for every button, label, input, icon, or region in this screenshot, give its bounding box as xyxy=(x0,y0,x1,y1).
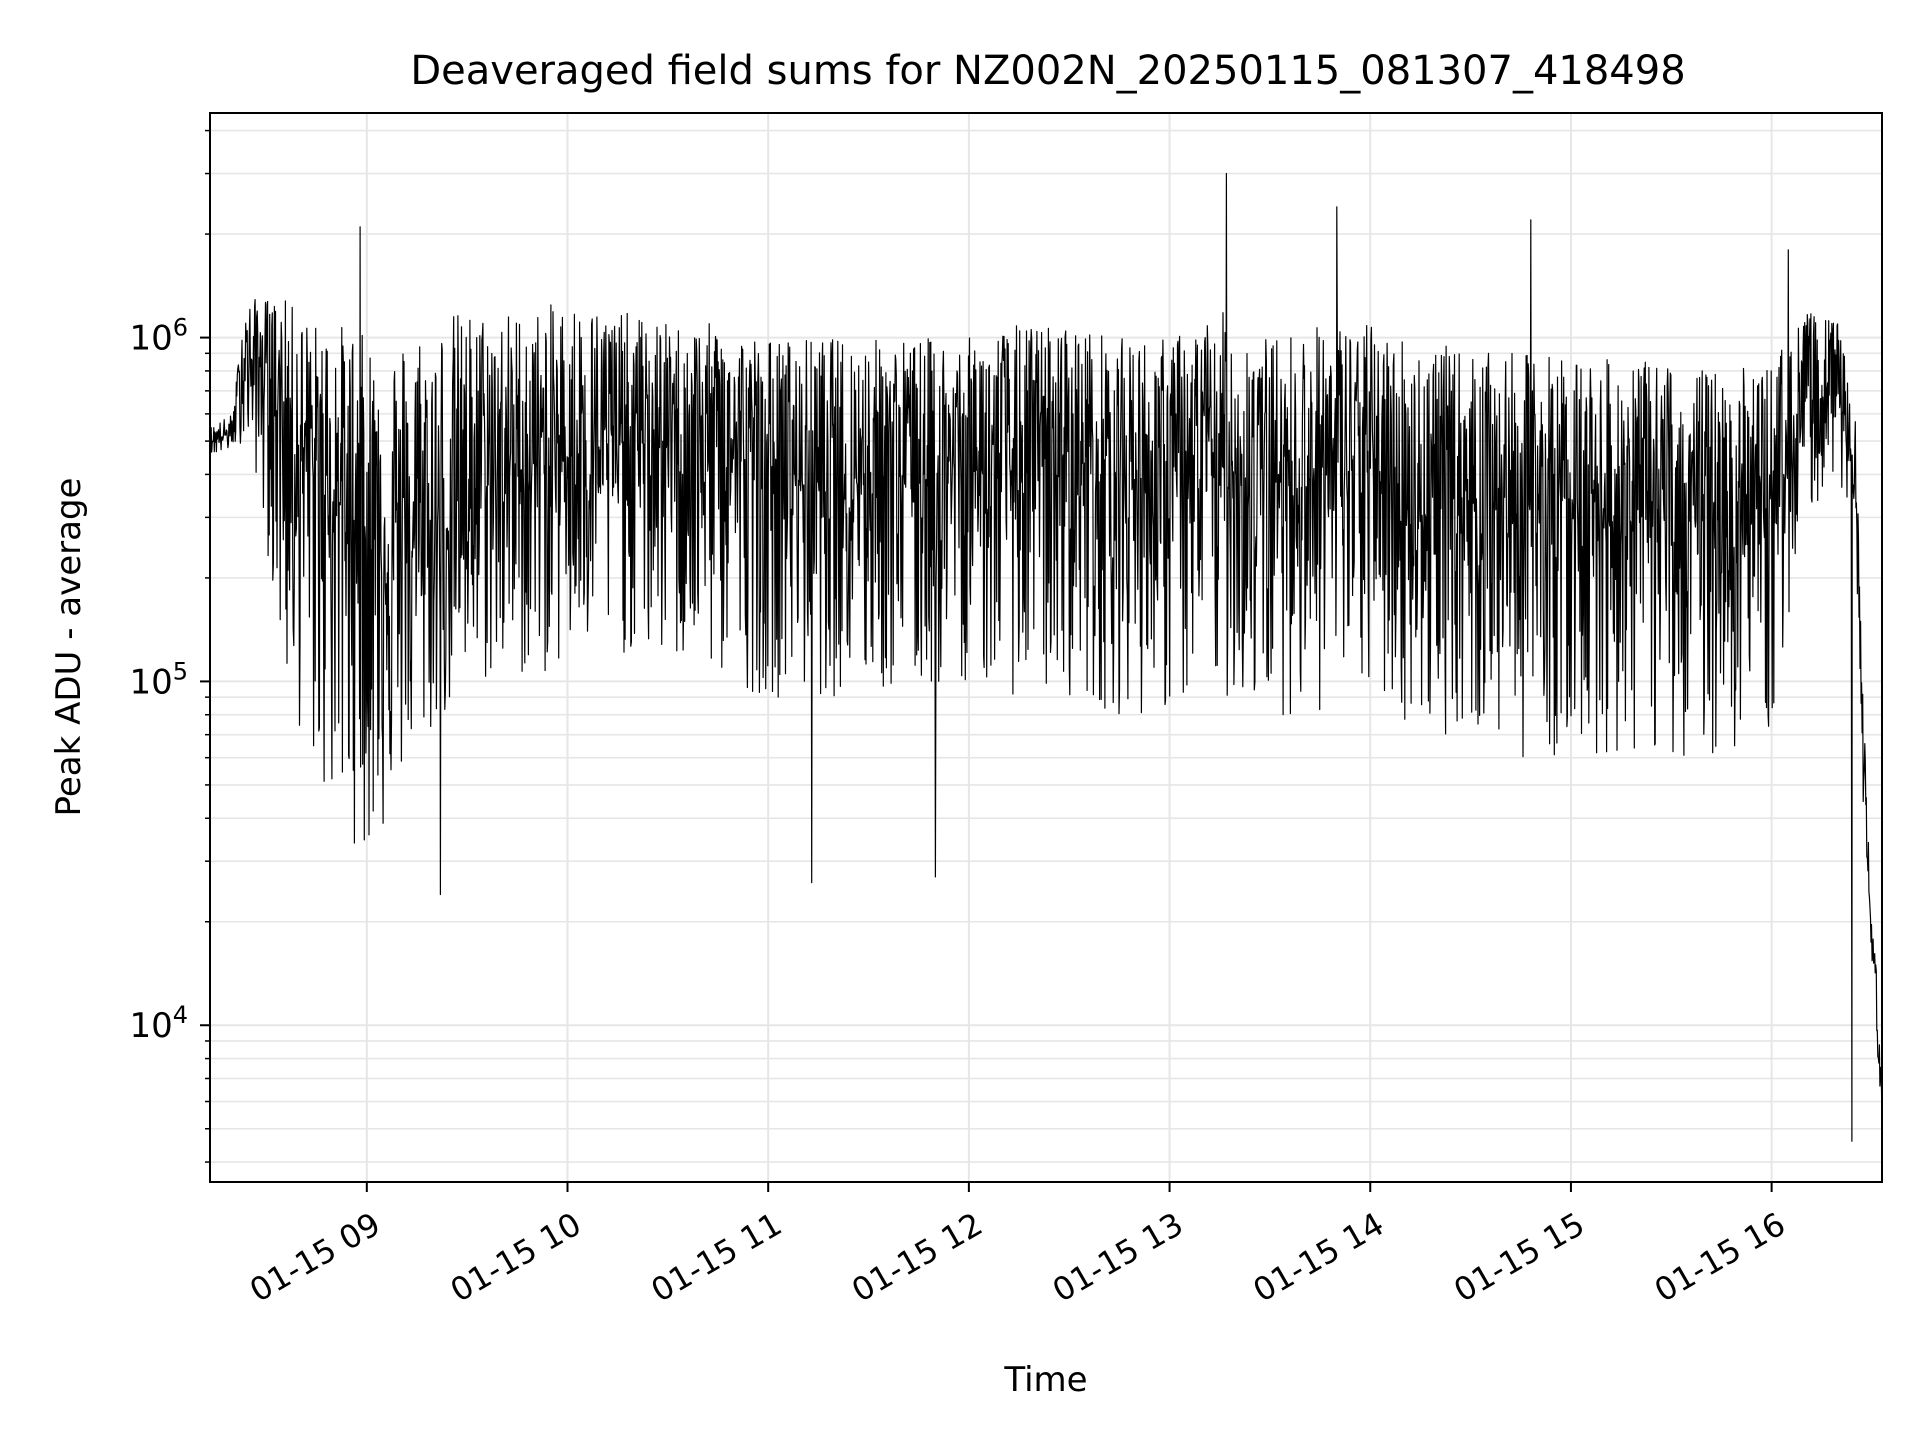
x-tick-label: 01-15 15 xyxy=(1447,1205,1591,1310)
x-tick-label: 01-15 10 xyxy=(444,1205,588,1310)
x-tick-label: 01-15 09 xyxy=(243,1205,387,1310)
plot-frame xyxy=(209,112,1883,1183)
y-tick-base: 10 xyxy=(129,319,172,359)
chart-title: Deaveraged field sums for NZ002N_2025011… xyxy=(410,48,1685,94)
x-tick-label: 01-15 13 xyxy=(1046,1205,1190,1310)
y-tick-exponent: 6 xyxy=(173,314,188,342)
y-tick-label: 106 xyxy=(129,314,188,359)
y-axis-label: Peak ADU - average xyxy=(49,478,89,817)
y-tick-label: 104 xyxy=(129,1001,188,1046)
series-line xyxy=(209,172,1883,1142)
x-tick-label: 01-15 14 xyxy=(1247,1205,1391,1310)
y-tick-exponent: 5 xyxy=(173,657,188,685)
y-tick-label: 105 xyxy=(129,657,188,702)
y-tick-base: 10 xyxy=(129,662,172,702)
x-axis-ticks: 01-15 09 01-15 10 01-15 11 01-15 12 01-15 13… xyxy=(243,1182,1792,1310)
series-group xyxy=(209,172,1883,1142)
y-tick-exponent: 4 xyxy=(173,1001,188,1029)
x-axis-label: Time xyxy=(1003,1360,1087,1400)
y-tick-base: 10 xyxy=(129,1006,172,1046)
x-tick-label: 01-15 16 xyxy=(1648,1205,1792,1310)
x-tick-label: 01-15 12 xyxy=(845,1205,989,1310)
x-tick-label: 01-15 11 xyxy=(645,1205,789,1310)
